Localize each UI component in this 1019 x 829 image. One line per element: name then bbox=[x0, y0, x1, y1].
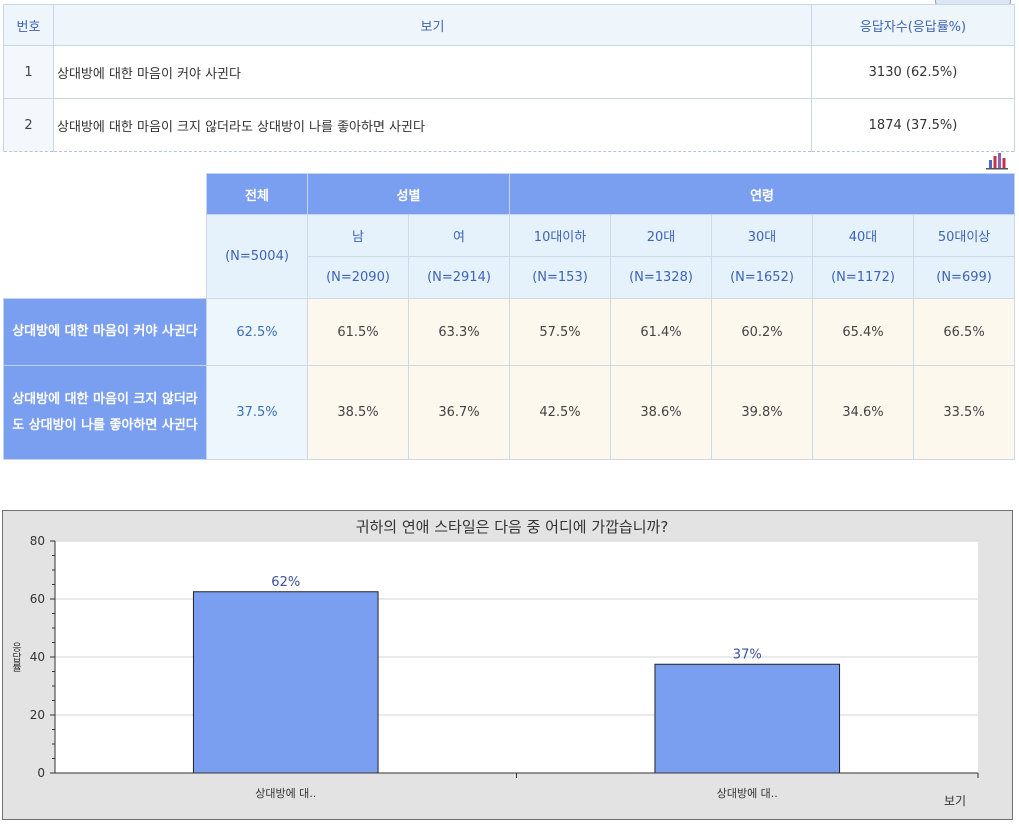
cell-value: 42.5% bbox=[509, 365, 612, 460]
x-axis-label: 보기 bbox=[944, 794, 966, 808]
col-n: (N=2090) bbox=[307, 256, 409, 299]
row-count: 3130 (62.5%) bbox=[811, 45, 1015, 99]
table-row: 상대방에 대한 마음이 크지 않더라도 상대방이 나를 좋아하면 사귄다 37.… bbox=[3, 365, 1016, 460]
gender-header: 성별 bbox=[306, 173, 511, 215]
x-tick-label: 상대방에 대.. bbox=[255, 787, 316, 800]
total-n: (N=5004) bbox=[206, 214, 308, 299]
row-option: 상대방에 대한 마음이 커야 사귄다 bbox=[53, 45, 812, 99]
cell-value: 65.4% bbox=[812, 298, 915, 366]
col-label: 여 bbox=[407, 214, 511, 257]
y-tick-label: 80 bbox=[30, 534, 45, 548]
row-count: 1874 (37.5%) bbox=[811, 98, 1015, 152]
col-label: 30대 bbox=[711, 214, 814, 257]
row-label: 상대방에 대한 마음이 커야 사귄다 bbox=[3, 298, 207, 366]
blank-corner bbox=[3, 173, 207, 299]
col-n: (N=699) bbox=[913, 256, 1016, 299]
bar-chart-icon[interactable] bbox=[985, 150, 1009, 170]
bar-data-label: 37% bbox=[733, 647, 762, 662]
row-total: 62.5% bbox=[206, 298, 308, 366]
cell-value: 63.3% bbox=[407, 298, 511, 366]
cell-value: 39.8% bbox=[711, 365, 814, 460]
age-header: 연령 bbox=[509, 173, 1016, 215]
cell-value: 66.5% bbox=[913, 298, 1016, 366]
col-label: 20대 bbox=[610, 214, 713, 257]
cell-value: 33.5% bbox=[913, 365, 1016, 460]
bar-chart: 귀하의 연애 스타일은 다음 중 어디에 가깝습니까? 보기 응답률 62% 37… bbox=[10, 518, 979, 808]
cell-value: 60.2% bbox=[711, 298, 814, 366]
col-n: (N=2914) bbox=[407, 256, 511, 299]
col-n: (N=1172) bbox=[812, 256, 915, 299]
cell-value: 61.5% bbox=[307, 298, 409, 366]
cell-value: 57.5% bbox=[509, 298, 612, 366]
y-tick-label: 0 bbox=[37, 766, 45, 780]
header-option: 보기 bbox=[53, 4, 812, 46]
row-label: 상대방에 대한 마음이 크지 않더라도 상대방이 나를 좋아하면 사귄다 bbox=[3, 365, 207, 460]
bar-data-label: 62% bbox=[271, 575, 300, 590]
y-axis-label: 응답률 bbox=[10, 642, 22, 672]
bar bbox=[192, 591, 379, 774]
row-total: 37.5% bbox=[206, 365, 308, 460]
col-label: 남 bbox=[307, 214, 409, 257]
table-row: 상대방에 대한 마음이 커야 사귄다 62.5% 61.5% 63.3% 57.… bbox=[3, 298, 1016, 366]
cell-value: 38.5% bbox=[307, 365, 409, 460]
table-row: 2 상대방에 대한 마음이 크지 않더라도 상대방이 나를 좋아하면 사귄다 1… bbox=[3, 98, 1015, 152]
col-n: (N=153) bbox=[509, 256, 612, 299]
question-table: 번호 보기 응답자수(응답률%) 1 상대방에 대한 마음이 커야 사귄다 31… bbox=[3, 4, 1015, 152]
col-n: (N=1652) bbox=[711, 256, 814, 299]
crosstab-table: 전체 성별 연령 (N=5004) 남 여 10대이하 20대 30대 40대 … bbox=[3, 173, 1016, 460]
y-tick-label: 60 bbox=[30, 592, 45, 606]
col-label: 10대이하 bbox=[509, 214, 612, 257]
total-header: 전체 bbox=[206, 173, 308, 215]
row-num: 2 bbox=[3, 98, 54, 152]
col-n: (N=1328) bbox=[610, 256, 713, 299]
row-option: 상대방에 대한 마음이 크지 않더라도 상대방이 나를 좋아하면 사귄다 bbox=[53, 98, 812, 152]
y-tick-label: 40 bbox=[30, 650, 45, 664]
cell-value: 36.7% bbox=[407, 365, 511, 460]
cell-value: 38.6% bbox=[610, 365, 713, 460]
cell-value: 61.4% bbox=[610, 298, 713, 366]
col-label: 50대이상 bbox=[913, 214, 1016, 257]
table-row: 1 상대방에 대한 마음이 커야 사귄다 3130 (62.5%) bbox=[3, 45, 1015, 99]
header-num: 번호 bbox=[3, 4, 54, 46]
bar bbox=[654, 663, 841, 774]
chart-title: 귀하의 연애 스타일은 다음 중 어디에 가깝습니까? bbox=[356, 518, 669, 536]
cell-value: 34.6% bbox=[812, 365, 915, 460]
row-num: 1 bbox=[3, 45, 54, 99]
y-tick-label: 20 bbox=[30, 708, 45, 722]
bar-chart-frame: 귀하의 연애 스타일은 다음 중 어디에 가깝습니까? 보기 응답률 62% 37… bbox=[2, 510, 1013, 820]
x-tick-label: 상대방에 대.. bbox=[717, 787, 778, 800]
col-label: 40대 bbox=[812, 214, 915, 257]
question-table-header: 번호 보기 응답자수(응답률%) bbox=[3, 4, 1015, 46]
header-count: 응답자수(응답률%) bbox=[811, 4, 1015, 46]
